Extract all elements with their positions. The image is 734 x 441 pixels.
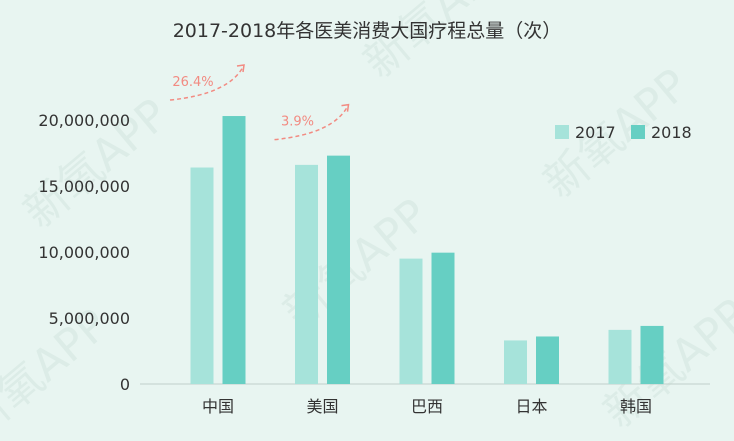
bar-2017-0 [190, 167, 214, 384]
bar-2017-4 [608, 329, 632, 384]
category-label: 美国 [306, 397, 338, 416]
category-label: 中国 [202, 397, 234, 416]
legend-swatch-2017 [555, 125, 569, 139]
growth-label: 3.9% [281, 115, 314, 130]
category-label: 日本 [515, 397, 547, 416]
bar-2017-1 [295, 164, 318, 384]
y-axis: 0 5,000,000 10,000,000 15,000,000 20,000,000 [38, 111, 130, 394]
y-tick-label: 15,000,000 [38, 177, 130, 196]
bar-2017-3 [504, 340, 527, 384]
y-tick-label: 5,000,000 [49, 309, 130, 328]
bar-2018-4 [640, 325, 664, 384]
category-labels: 中国 美国 巴西 日本 韩国 [202, 397, 652, 416]
legend-label-2017: 2017 [575, 123, 616, 142]
y-tick-label: 20,000,000 [38, 111, 130, 130]
bars [190, 116, 664, 384]
y-tick-label: 0 [120, 375, 130, 394]
legend-swatch-2018 [631, 125, 645, 139]
y-tick-label: 10,000,000 [38, 243, 130, 262]
legend-label-2018: 2018 [651, 123, 692, 142]
category-label: 巴西 [411, 397, 443, 416]
bar-2018-0 [222, 116, 246, 384]
bar-2018-2 [431, 252, 455, 384]
annotations: 26.4% 3.9% [169, 64, 350, 141]
bar-2017-2 [399, 258, 423, 384]
growth-label: 26.4% [172, 75, 213, 90]
growth-arrowhead-1 [341, 103, 350, 112]
legend: 2017 2018 [555, 123, 692, 142]
watermark-text: 新氧APP [354, 0, 518, 88]
chart-title: 2017-2018年各医美消费大国疗程总量（次） [173, 20, 562, 42]
category-label: 韩国 [620, 397, 652, 416]
growth-arrow-0 [169, 64, 245, 101]
bar-2018-1 [327, 155, 350, 384]
bar-2018-3 [536, 336, 559, 384]
growth-arrowhead-0 [236, 64, 245, 73]
growth-arrow-1 [274, 104, 350, 141]
